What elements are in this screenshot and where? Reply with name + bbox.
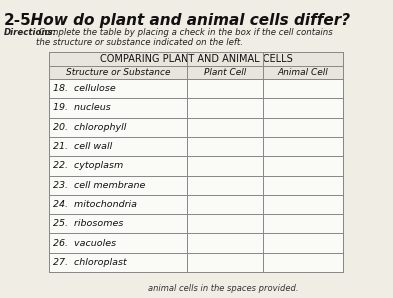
Text: 21.  cell wall: 21. cell wall bbox=[53, 142, 112, 151]
Text: animal cells in the spaces provided.: animal cells in the spaces provided. bbox=[148, 284, 298, 293]
Bar bbox=[187, 118, 263, 137]
Text: 25.  ribosomes: 25. ribosomes bbox=[53, 219, 123, 228]
Text: 20.  chlorophyll: 20. chlorophyll bbox=[53, 123, 126, 132]
Bar bbox=[263, 195, 343, 214]
Text: Animal Cell: Animal Cell bbox=[278, 68, 329, 77]
Text: 2-5: 2-5 bbox=[4, 13, 31, 28]
Text: Complete the table by placing a check in the box if the cell contains
the struct: Complete the table by placing a check in… bbox=[36, 28, 332, 47]
Text: How do plant and animal cells differ?: How do plant and animal cells differ? bbox=[20, 13, 350, 28]
Text: 24.  mitochondria: 24. mitochondria bbox=[53, 200, 137, 209]
Bar bbox=[49, 79, 187, 98]
Bar bbox=[187, 176, 263, 195]
Bar bbox=[49, 233, 187, 253]
Bar bbox=[49, 52, 343, 272]
Bar bbox=[49, 118, 187, 137]
Bar bbox=[187, 253, 263, 272]
Text: COMPARING PLANT AND ANIMAL CELLS: COMPARING PLANT AND ANIMAL CELLS bbox=[100, 54, 292, 64]
Bar bbox=[263, 137, 343, 156]
Bar bbox=[187, 98, 263, 118]
Text: Structure or Substance: Structure or Substance bbox=[66, 68, 171, 77]
Bar bbox=[263, 118, 343, 137]
Text: 23.  cell membrane: 23. cell membrane bbox=[53, 181, 145, 190]
Bar bbox=[187, 137, 263, 156]
Bar bbox=[263, 156, 343, 176]
Bar bbox=[263, 253, 343, 272]
Bar bbox=[49, 66, 343, 79]
Bar bbox=[49, 98, 187, 118]
Text: 19.  nucleus: 19. nucleus bbox=[53, 103, 110, 112]
Bar bbox=[49, 195, 187, 214]
Bar bbox=[49, 137, 187, 156]
Bar bbox=[49, 214, 187, 233]
Bar bbox=[187, 79, 263, 98]
Text: Directions:: Directions: bbox=[4, 28, 57, 37]
Text: 22.  cytoplasm: 22. cytoplasm bbox=[53, 161, 123, 170]
Text: 27.  chloroplast: 27. chloroplast bbox=[53, 258, 127, 267]
Bar bbox=[187, 195, 263, 214]
Bar bbox=[187, 214, 263, 233]
Bar bbox=[263, 98, 343, 118]
Bar bbox=[187, 156, 263, 176]
Bar bbox=[263, 176, 343, 195]
Bar bbox=[263, 214, 343, 233]
Bar bbox=[49, 52, 343, 66]
Bar bbox=[263, 233, 343, 253]
Bar bbox=[49, 156, 187, 176]
Text: Plant Cell: Plant Cell bbox=[204, 68, 246, 77]
Text: 26.  vacuoles: 26. vacuoles bbox=[53, 239, 116, 248]
Bar bbox=[187, 233, 263, 253]
Bar bbox=[49, 253, 187, 272]
Bar bbox=[263, 79, 343, 98]
Text: 18.  cellulose: 18. cellulose bbox=[53, 84, 116, 93]
Bar bbox=[49, 176, 187, 195]
